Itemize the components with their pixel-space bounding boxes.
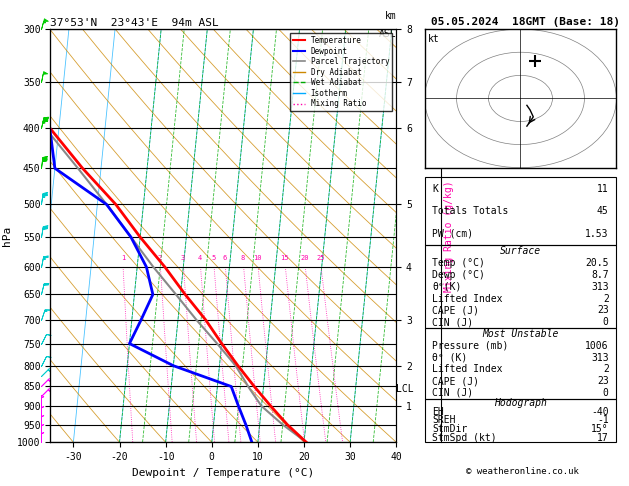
Text: km: km [384, 11, 396, 21]
Text: Dewp (°C): Dewp (°C) [432, 270, 485, 280]
Text: 17: 17 [597, 433, 609, 443]
Bar [425, 177, 616, 245]
Text: 2: 2 [158, 255, 162, 261]
Bar [425, 245, 616, 329]
Text: SREH: SREH [432, 416, 456, 425]
Text: 45: 45 [597, 206, 609, 216]
Text: Totals Totals: Totals Totals [432, 206, 509, 216]
Text: 4: 4 [198, 255, 203, 261]
Text: 313: 313 [591, 353, 609, 363]
Text: 2: 2 [603, 294, 609, 304]
Text: 3: 3 [181, 255, 186, 261]
Text: CIN (J): CIN (J) [432, 388, 474, 398]
Legend: Temperature, Dewpoint, Parcel Trajectory, Dry Adiabat, Wet Adiabat, Isotherm, Mi: Temperature, Dewpoint, Parcel Trajectory… [290, 33, 392, 111]
Text: StmDir: StmDir [432, 424, 467, 434]
Text: 6: 6 [223, 255, 227, 261]
Text: θᵉ(K): θᵉ(K) [432, 282, 462, 292]
Text: 10: 10 [253, 255, 262, 261]
Text: CAPE (J): CAPE (J) [432, 306, 479, 315]
Text: 5: 5 [211, 255, 216, 261]
Text: 0: 0 [603, 317, 609, 328]
Text: 0: 0 [603, 388, 609, 398]
Text: © weatheronline.co.uk: © weatheronline.co.uk [465, 467, 579, 476]
Text: 37°53'N  23°43'E  94m ASL: 37°53'N 23°43'E 94m ASL [50, 18, 219, 28]
Text: kt: kt [428, 34, 440, 44]
Text: Temp (°C): Temp (°C) [432, 258, 485, 268]
Text: Pressure (mb): Pressure (mb) [432, 341, 509, 351]
Text: 20: 20 [301, 255, 309, 261]
X-axis label: Dewpoint / Temperature (°C): Dewpoint / Temperature (°C) [132, 468, 314, 478]
Text: ASL: ASL [379, 29, 396, 39]
Text: Lifted Index: Lifted Index [432, 364, 503, 374]
Text: 1: 1 [121, 255, 125, 261]
Text: 23: 23 [597, 376, 609, 386]
Y-axis label: hPa: hPa [1, 226, 11, 246]
Text: 05.05.2024  18GMT (Base: 18): 05.05.2024 18GMT (Base: 18) [431, 17, 620, 27]
Text: 23: 23 [597, 306, 609, 315]
Y-axis label: Mixing Ratio (g/kg): Mixing Ratio (g/kg) [444, 180, 454, 292]
Text: 15: 15 [281, 255, 289, 261]
Text: 11: 11 [597, 184, 609, 193]
Text: -1: -1 [597, 416, 609, 425]
Bar [425, 399, 616, 442]
Text: EH: EH [432, 407, 444, 417]
Text: 8.7: 8.7 [591, 270, 609, 280]
Text: PW (cm): PW (cm) [432, 229, 474, 239]
Text: 2: 2 [603, 364, 609, 374]
Text: 20.5: 20.5 [585, 258, 609, 268]
Text: 1.53: 1.53 [585, 229, 609, 239]
Text: 25: 25 [316, 255, 325, 261]
Text: 15°: 15° [591, 424, 609, 434]
Text: CAPE (J): CAPE (J) [432, 376, 479, 386]
Bar [425, 329, 616, 399]
Text: Hodograph: Hodograph [494, 398, 547, 408]
Text: LCL: LCL [396, 383, 414, 394]
Text: 1006: 1006 [585, 341, 609, 351]
Text: θᵉ (K): θᵉ (K) [432, 353, 467, 363]
Text: Surface: Surface [500, 246, 541, 256]
Text: 8: 8 [241, 255, 245, 261]
Text: K: K [432, 184, 438, 193]
Text: Most Unstable: Most Unstable [482, 329, 559, 339]
Text: 313: 313 [591, 282, 609, 292]
Text: CIN (J): CIN (J) [432, 317, 474, 328]
Text: StmSpd (kt): StmSpd (kt) [432, 433, 497, 443]
Text: Lifted Index: Lifted Index [432, 294, 503, 304]
Text: -40: -40 [591, 407, 609, 417]
